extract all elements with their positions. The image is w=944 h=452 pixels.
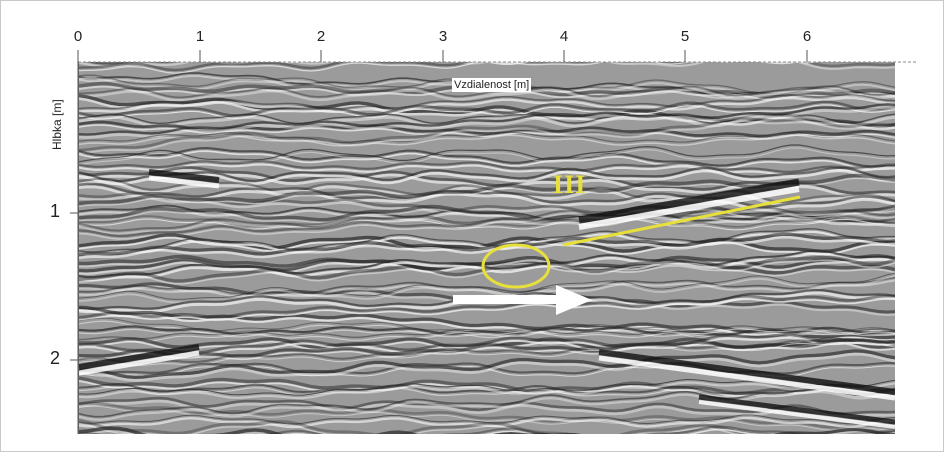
x-tick-label: 4 [559, 28, 569, 45]
layer-label: III [553, 170, 587, 199]
y-tick-label: 2 [50, 348, 61, 368]
radargram-image [79, 62, 895, 434]
x-tick-label: 5 [680, 28, 690, 45]
y-tick-label: 1 [50, 201, 61, 221]
x-tick-label: 6 [802, 28, 812, 45]
x-tick-label: 3 [438, 28, 448, 45]
x-tick-label: 0 [73, 28, 83, 45]
x-axis-title: Vzdialenost [m] [452, 78, 532, 92]
y-axis-title: Hlbka [m] [50, 99, 64, 150]
radargram-plot [78, 62, 895, 434]
x-tick-label: 1 [195, 28, 205, 45]
x-tick-label: 2 [316, 28, 326, 45]
